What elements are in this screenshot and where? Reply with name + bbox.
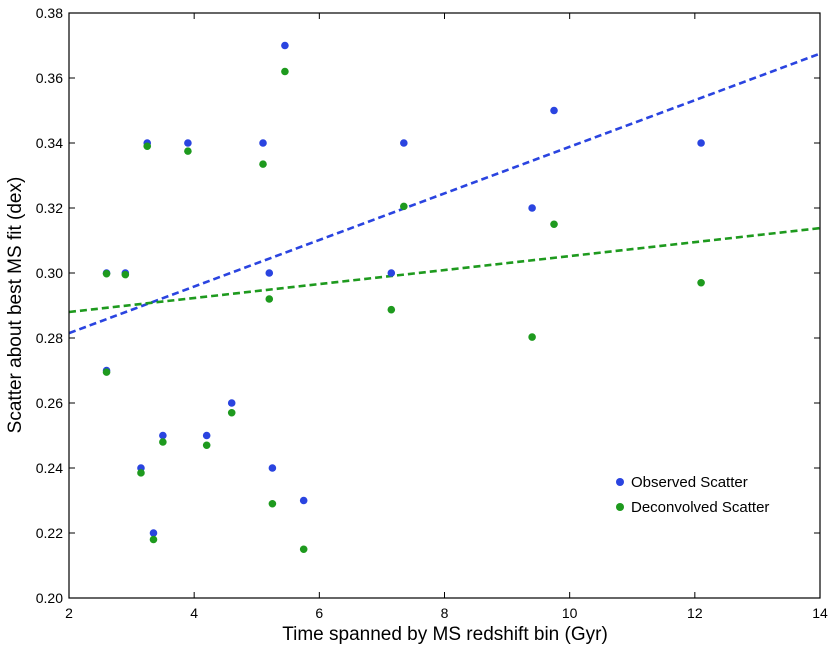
y-tick-label: 0.32 [36, 200, 63, 216]
deconvolved-point [528, 333, 536, 341]
legend-deconvolved-marker [616, 503, 624, 511]
legend: Observed Scatter Deconvolved Scatter [616, 474, 769, 516]
deconvolved-point [281, 67, 289, 76]
deconvolved-point [143, 142, 152, 151]
observed-fit-line [69, 52, 820, 335]
deconvolved-point [697, 278, 705, 287]
deconvolved-point [202, 441, 211, 450]
observed-point [268, 464, 277, 472]
y-tick-label: 0.34 [36, 135, 63, 151]
y-tick-label: 0.38 [36, 5, 63, 21]
observed-point [281, 41, 289, 50]
observed-point [159, 431, 167, 440]
deconvolved-point [184, 147, 192, 155]
observed-point [697, 139, 705, 147]
y-tick-label: 0.36 [36, 70, 63, 86]
x-tick-label: 10 [562, 605, 578, 621]
x-tick-label: 6 [315, 605, 323, 621]
deconvolved-point [102, 269, 111, 278]
observed-point [202, 431, 211, 440]
deconvolved-point [550, 220, 558, 229]
deconvolved-point [137, 469, 145, 477]
deconvolved-point [299, 545, 308, 554]
deconvolved-fit-line [69, 226, 820, 314]
observed-point [184, 139, 192, 147]
observed-point [265, 269, 274, 277]
observed-point [387, 269, 396, 277]
deconvolved-point [265, 295, 274, 303]
x-tick-label: 2 [65, 605, 73, 621]
y-tick-label: 0.30 [36, 265, 63, 281]
observed-point [528, 204, 536, 212]
legend-observed-label: Observed Scatter [631, 474, 748, 491]
deconvolved-point [102, 368, 111, 376]
deconvolved-point [259, 160, 267, 168]
x-tick-label: 8 [441, 605, 449, 621]
deconvolved-point [387, 305, 396, 314]
deconvolved-point [268, 499, 277, 508]
y-tick-label: 0.20 [36, 590, 63, 606]
y-axis-title: Scatter about best MS fit (dex) [5, 177, 26, 434]
y-tick-label: 0.26 [36, 395, 63, 411]
deconvolved-point [159, 438, 167, 446]
observed-point [299, 496, 308, 505]
y-tick-label: 0.24 [36, 460, 63, 476]
observed-point [550, 106, 558, 115]
deconvolved-point [121, 270, 130, 279]
deconvolved-point [227, 408, 236, 417]
x-axis-title: Time spanned by MS redshift bin (Gyr) [282, 624, 608, 645]
y-tick-label: 0.28 [36, 330, 63, 346]
deconvolved-point [400, 202, 408, 211]
x-tick-label: 12 [687, 605, 703, 621]
observed-point [149, 529, 158, 537]
x-tick-label: 4 [190, 605, 198, 621]
legend-observed-marker [616, 478, 624, 486]
x-tick-label: 14 [812, 605, 828, 621]
deconvolved-point [149, 535, 158, 544]
y-tick-label: 0.22 [36, 525, 63, 541]
observed-point [400, 139, 408, 147]
observed-point [227, 399, 236, 407]
legend-deconvolved-label: Deconvolved Scatter [631, 499, 769, 516]
observed-point [259, 139, 267, 147]
